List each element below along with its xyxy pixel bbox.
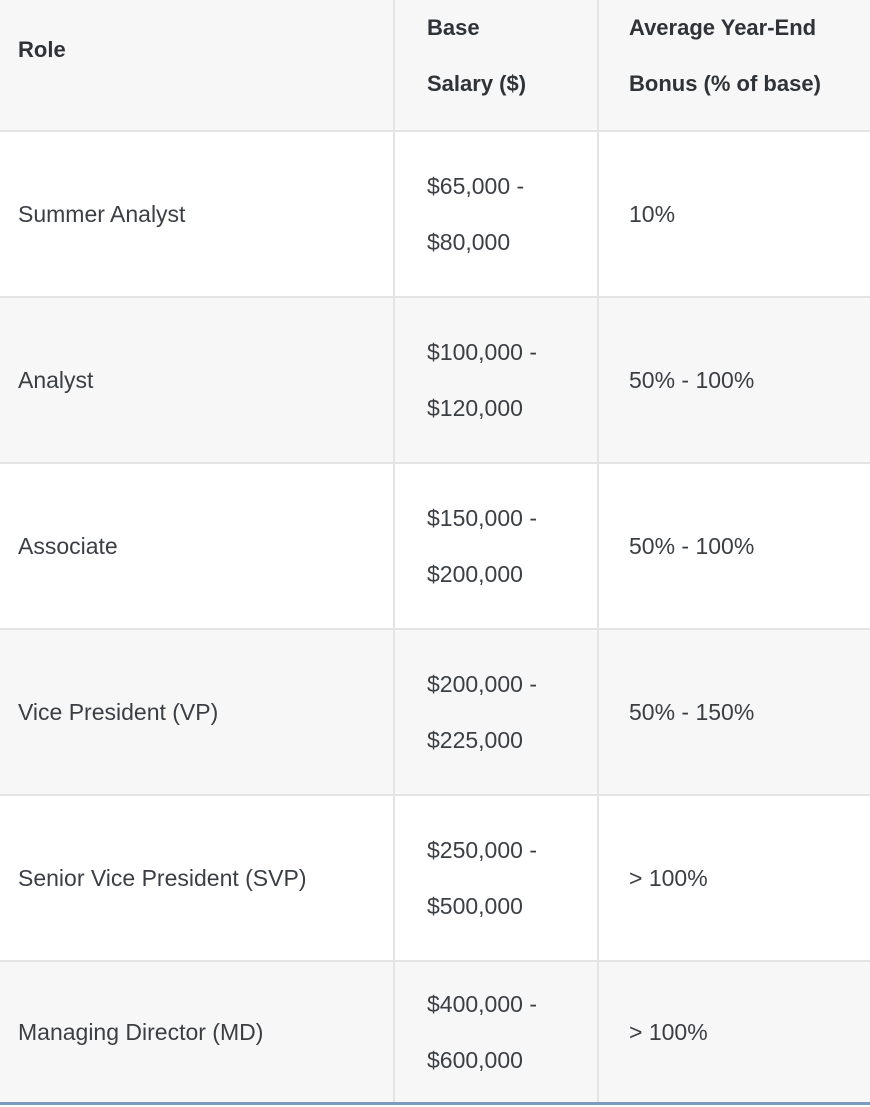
table-row: Summer Analyst $65,000 - $80,000 10% <box>0 132 870 298</box>
header-salary: Base Salary ($) <box>393 0 599 130</box>
role-cell: Associate <box>0 464 393 628</box>
role-text: Vice President (VP) <box>18 699 219 725</box>
table-row: Analyst $100,000 - $120,000 50% - 100% <box>0 298 870 464</box>
salary-min: $100,000 - <box>427 339 537 365</box>
salary-cell: $250,000 - $500,000 <box>393 796 599 960</box>
salary-cell: $100,000 - $120,000 <box>393 298 599 462</box>
header-bonus-line2: Bonus (% of base) <box>629 71 821 96</box>
role-text: Senior Vice President (SVP) <box>18 865 307 891</box>
table-row: Associate $150,000 - $200,000 50% - 100% <box>0 464 870 630</box>
salary-max: $80,000 <box>427 229 511 255</box>
salary-max: $500,000 <box>427 893 523 919</box>
table-row: Senior Vice President (SVP) $250,000 - $5… <box>0 796 870 962</box>
role-text: Managing Director (MD) <box>18 1019 264 1045</box>
bonus-cell: > 100% <box>599 962 870 1102</box>
salary-min: $150,000 - <box>427 505 537 531</box>
salary-min: $250,000 - <box>427 837 537 863</box>
salary-cell: $65,000 - $80,000 <box>393 132 599 296</box>
bonus-text: 50% - 150% <box>629 699 755 725</box>
salary-max: $120,000 <box>427 395 523 421</box>
header-bonus: Average Year-End Bonus (% of base) <box>599 0 870 130</box>
role-cell: Senior Vice President (SVP) <box>0 796 393 960</box>
role-cell: Managing Director (MD) <box>0 962 393 1102</box>
salary-cell: $200,000 - $225,000 <box>393 630 599 794</box>
table-row: Managing Director (MD) $400,000 - $600,00… <box>0 962 870 1105</box>
role-cell: Analyst <box>0 298 393 462</box>
salary-max: $200,000 <box>427 561 523 587</box>
bonus-text: > 100% <box>629 1019 708 1045</box>
salary-max: $600,000 <box>427 1047 523 1073</box>
salary-max: $225,000 <box>427 727 523 753</box>
header-bonus-line1: Average Year-End <box>629 15 817 40</box>
salary-cell: $400,000 - $600,000 <box>393 962 599 1102</box>
bonus-cell: 50% - 100% <box>599 464 870 628</box>
bonus-text: 50% - 100% <box>629 533 755 559</box>
table-row: Vice President (VP) $200,000 - $225,000 5… <box>0 630 870 796</box>
salary-min: $200,000 - <box>427 671 537 697</box>
bonus-text: > 100% <box>629 865 708 891</box>
role-cell: Summer Analyst <box>0 132 393 296</box>
bonus-cell: 10% <box>599 132 870 296</box>
role-text: Summer Analyst <box>18 201 186 227</box>
bonus-cell: 50% - 100% <box>599 298 870 462</box>
bonus-cell: 50% - 150% <box>599 630 870 794</box>
salary-cell: $150,000 - $200,000 <box>393 464 599 628</box>
header-salary-line2: Salary ($) <box>427 71 527 96</box>
role-cell: Vice President (VP) <box>0 630 393 794</box>
header-role-label: Role <box>18 37 66 62</box>
salary-min: $65,000 - <box>427 173 525 199</box>
role-text: Associate <box>18 533 118 559</box>
bonus-cell: > 100% <box>599 796 870 960</box>
bonus-text: 10% <box>629 201 676 227</box>
bonus-text: 50% - 100% <box>629 367 755 393</box>
salary-min: $400,000 - <box>427 991 537 1017</box>
table-header-row: Role Base Salary ($) Average Year-End Bo… <box>0 0 870 132</box>
header-salary-line1: Base <box>427 15 480 40</box>
header-role: Role <box>0 0 393 130</box>
role-text: Analyst <box>18 367 94 393</box>
